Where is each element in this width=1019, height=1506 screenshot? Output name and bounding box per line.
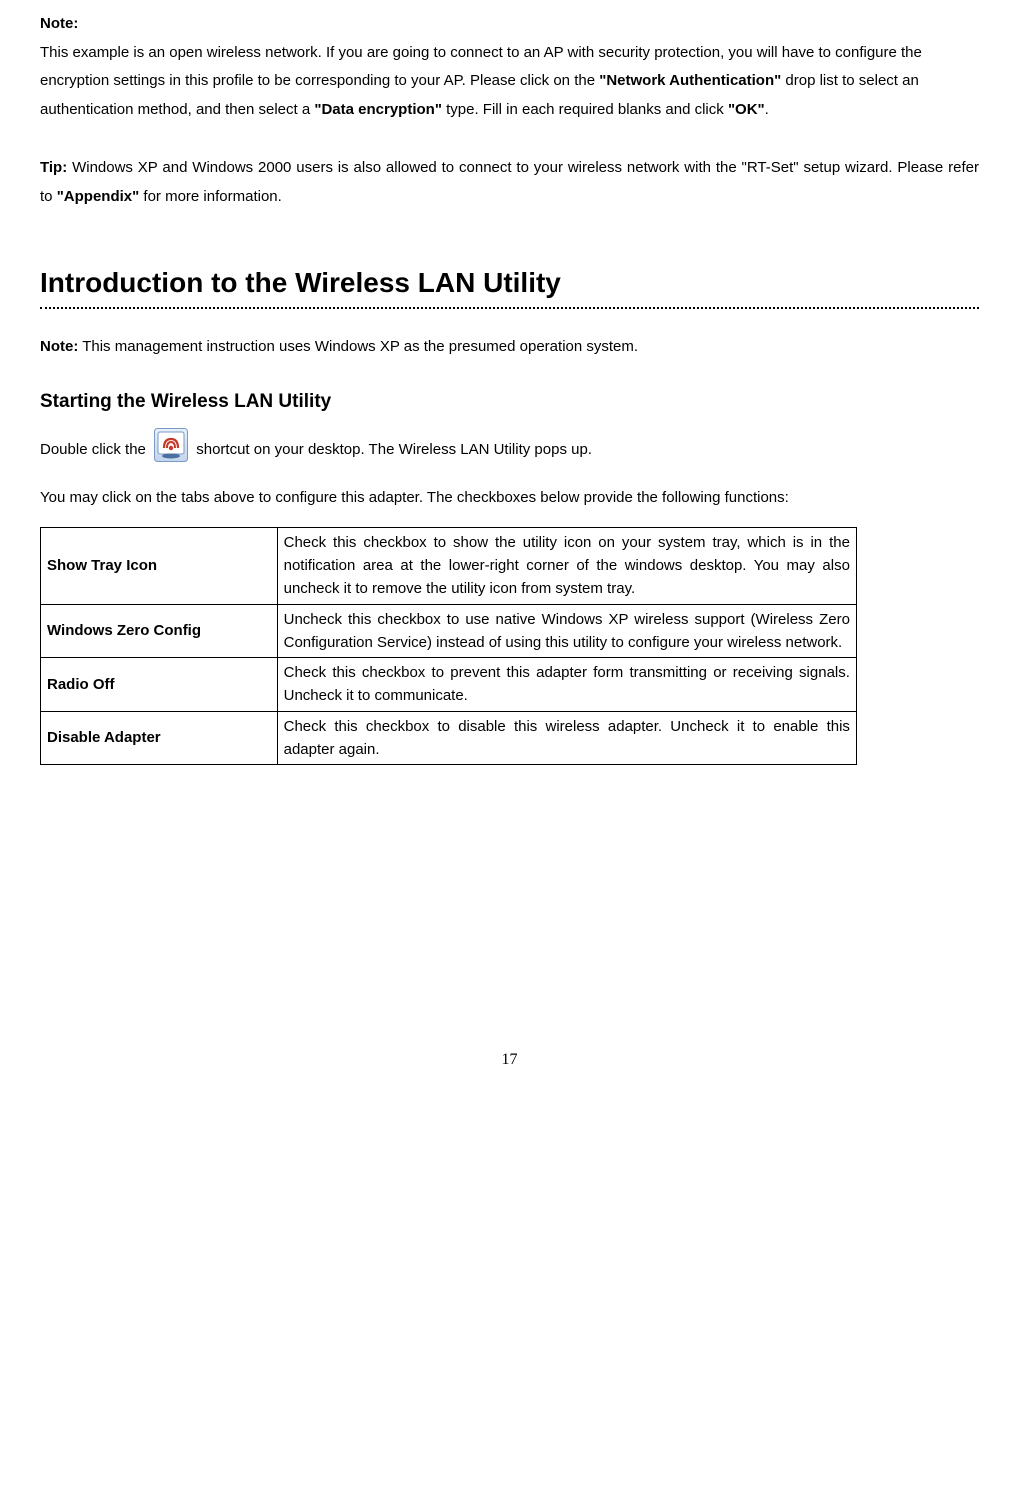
option-label: Disable Adapter: [41, 711, 278, 765]
note2-label: Note:: [40, 338, 78, 355]
note-label: Note:: [40, 15, 78, 32]
table-row: Show Tray IconCheck this checkbox to sho…: [41, 527, 857, 604]
note2-paragraph: Note: This management instruction uses W…: [40, 333, 979, 362]
start-line2: You may click on the tabs above to confi…: [40, 484, 979, 513]
start-line1: Double click the shortcut on your deskto…: [40, 428, 979, 473]
option-description: Check this checkbox to disable this wire…: [277, 711, 856, 765]
desktop-shortcut-icon: [154, 428, 188, 473]
tip-label: Tip:: [40, 159, 67, 176]
table-row: Disable AdapterCheck this checkbox to di…: [41, 711, 857, 765]
note-body-4: .: [765, 101, 769, 118]
start-text-before: Double click the: [40, 441, 150, 458]
note-body-3: type. Fill in each required blanks and c…: [442, 101, 728, 118]
subheading: Starting the Wireless LAN Utility: [40, 384, 979, 420]
option-description: Check this checkbox to show the utility …: [277, 527, 856, 604]
option-description: Check this checkbox to prevent this adap…: [277, 658, 856, 712]
note-paragraph: Note: This example is an open wireless n…: [40, 10, 979, 124]
options-table: Show Tray IconCheck this checkbox to sho…: [40, 527, 857, 765]
option-label: Windows Zero Config: [41, 604, 278, 658]
data-encryption-bold: "Data encryption": [314, 101, 442, 118]
tip-body-2: for more information.: [139, 188, 282, 205]
start-text-after: shortcut on your desktop. The Wireless L…: [196, 441, 592, 458]
table-row: Radio OffCheck this checkbox to prevent …: [41, 658, 857, 712]
note2-body: This management instruction uses Windows…: [78, 338, 638, 355]
option-label: Radio Off: [41, 658, 278, 712]
page-number: 17: [40, 1045, 979, 1075]
tip-paragraph: Tip: Windows XP and Windows 2000 users i…: [40, 154, 979, 211]
option-description: Uncheck this checkbox to use native Wind…: [277, 604, 856, 658]
dotted-divider: [40, 307, 979, 309]
section-heading: Introduction to the Wireless LAN Utility: [40, 265, 979, 301]
table-row: Windows Zero ConfigUncheck this checkbox…: [41, 604, 857, 658]
option-label: Show Tray Icon: [41, 527, 278, 604]
ok-bold: "OK": [728, 101, 765, 118]
network-auth-bold: "Network Authentication": [599, 72, 781, 89]
appendix-bold: "Appendix": [57, 188, 140, 205]
